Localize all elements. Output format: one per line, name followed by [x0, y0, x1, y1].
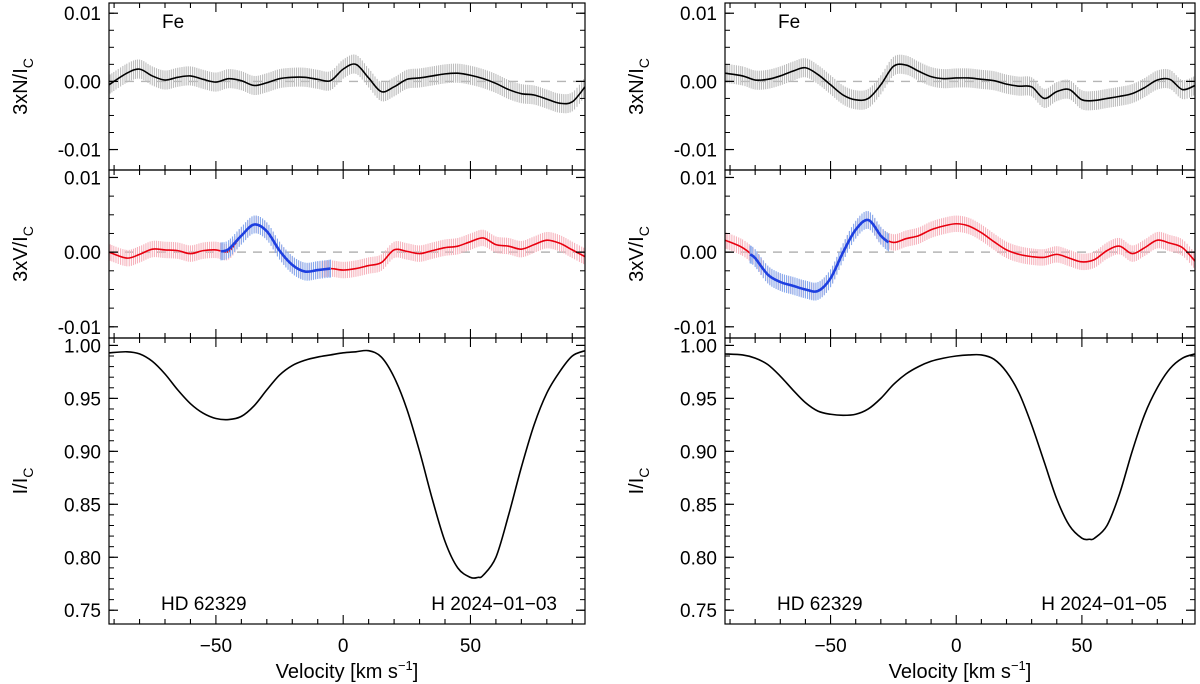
- y-axis-title-main: I/I: [626, 478, 648, 495]
- x-tick-label: 0: [338, 636, 349, 657]
- y-axis-title-main: I/I: [10, 478, 32, 495]
- y-tick-label: 0.85: [64, 495, 101, 516]
- right-panel: 0.010.00-0.013xN/IC0.010.00-0.013xV/IC1.…: [626, 2, 1196, 683]
- x-axis-title-main: Velocity [km s: [276, 661, 398, 683]
- y-axis-title-sub: C: [20, 226, 36, 236]
- y-tick-label: 0.00: [64, 72, 101, 93]
- element-label: Fe: [778, 12, 800, 33]
- subplot-frame: [108, 169, 586, 339]
- y-tick-label: 0.75: [64, 601, 101, 622]
- x-axis-title-sup: −1: [1011, 658, 1026, 673]
- series-v-detected: [220, 215, 332, 281]
- error-bars: [749, 211, 889, 301]
- left-panel: 0.010.00-0.013xN/IC0.010.00-0.013xV/IC1.…: [10, 2, 586, 683]
- y-tick-label: 1.00: [64, 336, 101, 357]
- y-tick-label: 0.90: [680, 442, 717, 463]
- x-axis-title-close: ]: [1026, 661, 1032, 683]
- y-tick-label: 0.00: [64, 243, 101, 264]
- y-tick-label: 0.01: [64, 4, 101, 25]
- y-tick-label: 0.01: [680, 168, 717, 189]
- series-v: [109, 216, 585, 280]
- series-line: [725, 353, 1195, 541]
- y-tick-label: 0.85: [680, 495, 717, 516]
- series-line: [109, 349, 585, 579]
- x-tick-label: −50: [200, 636, 232, 657]
- subplot-intensity: 1.00 0.95 0.90 0.85 0.80 0.75 I/IC: [10, 336, 586, 625]
- series-i: [109, 349, 585, 579]
- y-axis-title: 3xV/IC: [10, 226, 36, 282]
- y-axis-title: I/IC: [10, 468, 36, 495]
- x-tick-label: 50: [460, 636, 481, 657]
- y-tick-label: 0.80: [64, 548, 101, 569]
- subplot-null: 0.01 0.00 -0.01 3xN/IC: [10, 2, 586, 171]
- y-axis-title-main: 3xN/I: [626, 68, 648, 115]
- y-tick-label: -0.01: [674, 141, 717, 162]
- series-v-detected: [749, 211, 890, 301]
- subplot-frame: [108, 337, 586, 625]
- y-axis-title-sub: C: [636, 468, 652, 478]
- error-bars: [109, 54, 585, 114]
- x-axis-title-main: Velocity [km s: [889, 661, 1011, 683]
- x-axis-title: Velocity [km s−1]: [276, 658, 419, 683]
- series-line: [109, 223, 585, 273]
- y-axis-title-sub: C: [636, 226, 652, 236]
- y-tick-label: 0.00: [680, 72, 717, 93]
- star-label: HD 62329: [161, 594, 247, 615]
- date-label: H 2024−01−05: [1041, 594, 1167, 615]
- x-axis-title-close: ]: [413, 661, 419, 683]
- x-tick-label: 0: [951, 636, 962, 657]
- error-bars: [725, 54, 1195, 111]
- y-axis-title-main: 3xN/I: [10, 68, 32, 115]
- subplot-stokes-v: 0.01 0.00 -0.01 3xV/IC: [626, 168, 1196, 339]
- y-tick-label: 1.00: [680, 336, 717, 357]
- x-axis-title-sup: −1: [398, 658, 413, 673]
- y-axis-title: I/IC: [626, 468, 652, 495]
- y-axis-title-main: 3xV/I: [626, 236, 648, 282]
- series-line: [220, 223, 331, 274]
- subplot-intensity: 1.00 0.95 0.90 0.85 0.80 0.75 I/IC: [626, 336, 1196, 625]
- y-axis-title: 3xN/IC: [626, 58, 652, 115]
- y-tick-label: 0.01: [64, 168, 101, 189]
- subplot-frame: [724, 169, 1196, 339]
- star-label: HD 62329: [777, 594, 863, 615]
- y-tick-label: 0.90: [64, 442, 101, 463]
- y-axis-title-sub: C: [20, 58, 36, 68]
- subplot-frame: [724, 337, 1196, 625]
- series-i: [725, 353, 1195, 541]
- series-line: [749, 218, 890, 293]
- series-n: [725, 54, 1195, 111]
- y-tick-label: 0.00: [680, 243, 717, 264]
- element-label: Fe: [162, 12, 184, 33]
- y-tick-label: -0.01: [58, 141, 101, 162]
- series-n: [109, 54, 585, 114]
- y-axis-title: 3xV/IC: [626, 226, 652, 282]
- y-axis-title-main: 3xV/I: [10, 236, 32, 282]
- y-tick-label: -0.01: [674, 318, 717, 339]
- date-label: H 2024−01−03: [431, 594, 557, 615]
- y-axis-title: 3xN/IC: [10, 58, 36, 115]
- x-tick-label: −50: [814, 636, 846, 657]
- y-tick-label: 0.75: [680, 601, 717, 622]
- y-tick-label: -0.01: [58, 318, 101, 339]
- x-tick-label: 50: [1071, 636, 1092, 657]
- y-tick-label: 0.95: [64, 389, 101, 410]
- y-tick-label: 0.80: [680, 548, 717, 569]
- x-axis-title: Velocity [km s−1]: [889, 658, 1032, 683]
- series-line: [109, 63, 585, 105]
- subplot-null: 0.01 0.00 -0.01 3xN/IC: [626, 2, 1196, 171]
- subplot-stokes-v: 0.01 0.00 -0.01 3xV/IC: [10, 168, 586, 339]
- series-line: [725, 63, 1195, 102]
- y-tick-label: 0.01: [680, 4, 717, 25]
- y-tick-label: 0.95: [680, 389, 717, 410]
- y-axis-title-sub: C: [20, 468, 36, 478]
- y-axis-title-sub: C: [636, 58, 652, 68]
